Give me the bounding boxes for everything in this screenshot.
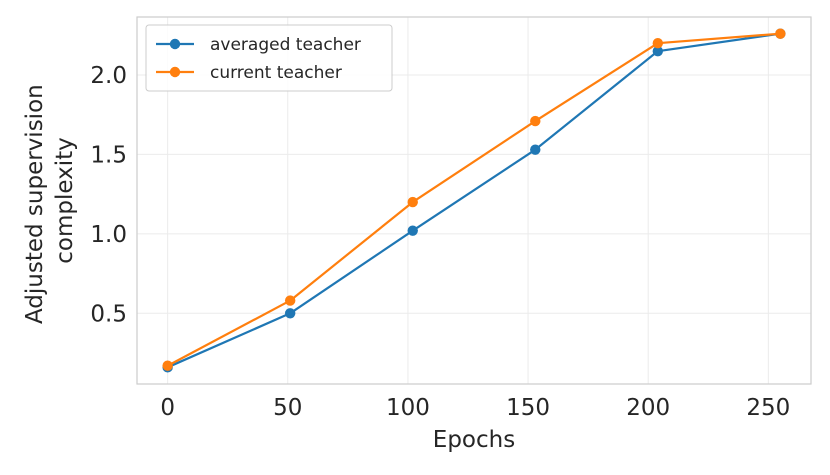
series-0-point (652, 45, 664, 57)
series-1-point (407, 196, 418, 208)
legend-box (145, 24, 393, 92)
series-1-point (162, 360, 173, 371)
series-line-1 (167, 32, 781, 367)
legend-label: current teacher (210, 63, 342, 83)
x-axis: 0 50 100 150 200 250 (160, 395, 790, 421)
series-layer (162, 28, 786, 373)
y-tick-label: 2.0 (90, 63, 127, 89)
y-axis-label-line-2: complexity (52, 137, 78, 264)
x-tick-label: 50 (273, 395, 302, 421)
x-tick-label: 250 (746, 395, 790, 421)
series-0-point (530, 144, 541, 155)
y-axis-label: Adjusted supervision complexity (22, 77, 78, 324)
series-line-0 (167, 32, 781, 369)
y-axis: 0.5 1.0 1.5 2.0 (90, 63, 127, 327)
y-tick-label: 1.0 (90, 222, 127, 248)
x-tick-label: 100 (386, 395, 430, 421)
series-0-point (407, 225, 418, 236)
series-1-point (652, 38, 664, 49)
x-axis-label: Epochs (433, 427, 515, 453)
x-tick-label: 150 (506, 395, 550, 421)
plot-frame (136, 16, 812, 385)
x-tick-label: 200 (626, 395, 670, 421)
series-1-point (530, 115, 541, 127)
y-tick-label: 1.5 (90, 142, 127, 168)
legend-swatch-marker (169, 38, 181, 50)
grid (137, 17, 811, 384)
series-1-point (775, 28, 786, 39)
y-axis-label-line-1: Adjusted supervision (22, 84, 48, 324)
legend: averaged teacher current teacher (145, 24, 393, 92)
x-tick-label: 0 (160, 395, 175, 421)
series-1-point (284, 295, 296, 306)
series-0-point (284, 308, 296, 319)
y-tick-label: 0.5 (90, 301, 127, 327)
legend-swatch-marker (169, 66, 181, 78)
legend-label: averaged teacher (210, 35, 361, 55)
